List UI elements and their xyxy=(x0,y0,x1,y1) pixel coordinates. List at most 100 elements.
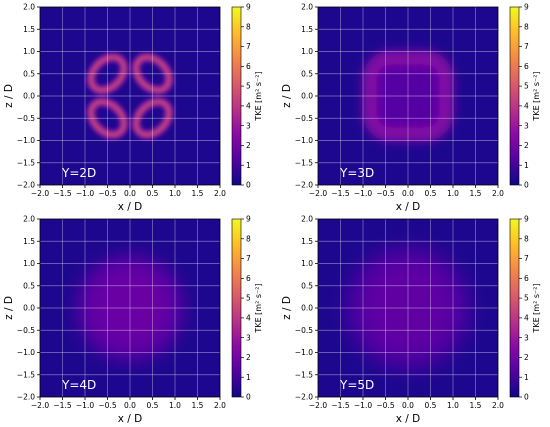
colorbar-tick-label: 6 xyxy=(524,62,529,71)
colorbar-tick-label: 0 xyxy=(524,181,529,190)
square-ring xyxy=(362,50,454,142)
colorbar-tick-label: 3 xyxy=(524,121,529,130)
y-tick-label: 1.5 xyxy=(23,237,35,246)
colorbar-tick-label: 6 xyxy=(246,62,251,71)
colorbar-tick-label: 9 xyxy=(246,3,251,12)
colorbar-tick-label: 8 xyxy=(524,22,529,31)
x-axis-label: x / D xyxy=(396,201,421,213)
x-tick-label: 1.5 xyxy=(192,189,204,198)
colorbar-gradient xyxy=(509,218,520,398)
y-tick-label: −1.5 xyxy=(295,158,313,167)
x-tick-label: 1.0 xyxy=(447,189,459,198)
station-annotation: Y=4D xyxy=(61,378,96,392)
colorbar-tick-label: 7 xyxy=(246,42,251,51)
colorbar-tick-label: 9 xyxy=(524,215,529,224)
colorbar-tick-label: 8 xyxy=(246,22,251,31)
colorbar-tick-label: 4 xyxy=(246,313,251,322)
x-tick-label: 2.0 xyxy=(492,401,504,410)
y-tick-label: 1.0 xyxy=(23,259,35,268)
x-tick-label: 1.0 xyxy=(169,401,181,410)
y-tick-label: −2.0 xyxy=(295,393,313,402)
x-tick-label: 2.0 xyxy=(214,401,226,410)
tke-field xyxy=(86,52,174,140)
plot-frame xyxy=(317,218,499,398)
colorbar-tick-label: 3 xyxy=(246,121,251,130)
x-axis-label: x / D xyxy=(396,413,421,425)
colorbar-tick-label: 2 xyxy=(524,141,529,150)
x-tick-label: 1.0 xyxy=(447,401,459,410)
panel-1: −2.0 −1.5 −1.0 −0.5 0.0 0.5 1.0 1.5 2.0−2.0−1.5−… xyxy=(3,3,263,213)
colorbar-tick-label: 0 xyxy=(246,181,251,190)
y-axis-label: z / D xyxy=(281,296,293,320)
colorbar: 0 1 2 3 4 5 6 7 8 9 TKE [m² s⁻²] xyxy=(509,3,541,190)
x-tick-label: −1.0 xyxy=(354,401,372,410)
x-tick-label: 1.0 xyxy=(169,189,181,198)
colorbar-label: TKE [m² s⁻²] xyxy=(254,283,263,333)
colorbar-tick-label: 4 xyxy=(246,101,251,110)
y-tick-label: −2.0 xyxy=(295,181,313,190)
colorbar-tick-label: 7 xyxy=(524,42,529,51)
colorbar-tick-label: 2 xyxy=(246,353,251,362)
colorbar-tick-label: 4 xyxy=(524,101,529,110)
colorbar-label: TKE [m² s⁻²] xyxy=(532,71,541,121)
y-tick-label: 1.5 xyxy=(301,25,313,34)
y-tick-label: 1.0 xyxy=(301,259,313,268)
x-tick-label: −2.0 xyxy=(309,189,327,198)
x-tick-label: 0.0 xyxy=(124,401,136,410)
x-tick-label: 0.0 xyxy=(124,189,136,198)
y-tick-label: −0.5 xyxy=(295,326,313,335)
diffuse-blob xyxy=(364,264,452,352)
colorbar-tick-label: 7 xyxy=(246,254,251,263)
colorbar-gradient xyxy=(231,6,242,186)
plot-frame xyxy=(39,6,221,186)
y-tick-label: 0.0 xyxy=(301,304,313,313)
x-tick-label: 2.0 xyxy=(492,189,504,198)
colorbar-tick-label: 9 xyxy=(246,215,251,224)
colorbar-tick-label: 8 xyxy=(246,234,251,243)
colorbar-tick-label: 3 xyxy=(524,333,529,342)
x-tick-label: −1.5 xyxy=(53,189,71,198)
x-tick-label: −0.5 xyxy=(98,401,116,410)
y-tick-label: 1.5 xyxy=(301,237,313,246)
colorbar: 0 1 2 3 4 5 6 7 8 9 TKE [m² s⁻²] xyxy=(231,215,263,402)
x-tick-label: −2.0 xyxy=(31,189,49,198)
y-tick-label: −1.0 xyxy=(17,348,35,357)
y-tick-label: 2.0 xyxy=(23,215,35,224)
heatmap-background xyxy=(40,7,220,185)
x-tick-label: 2.0 xyxy=(214,189,226,198)
y-tick-label: 0.5 xyxy=(301,69,313,78)
colorbar-label: TKE [m² s⁻²] xyxy=(532,283,541,333)
colorbar-tick-label: 5 xyxy=(246,82,251,91)
y-tick-label: 0.0 xyxy=(23,304,35,313)
x-tick-label: 0.0 xyxy=(402,189,414,198)
x-tick-label: 0.5 xyxy=(147,401,159,410)
y-tick-label: −1.5 xyxy=(17,158,35,167)
diffuse-blob xyxy=(92,270,168,346)
plot-frame xyxy=(39,218,221,398)
colorbar-tick-label: 0 xyxy=(246,393,251,402)
tke-field xyxy=(362,50,454,142)
lobe-ring-core xyxy=(89,99,126,137)
colorbar-tick-label: 6 xyxy=(524,274,529,283)
x-tick-label: −2.0 xyxy=(31,401,49,410)
station-annotation: Y=5D xyxy=(339,378,374,392)
colorbar-gradient xyxy=(509,6,520,186)
y-tick-label: 1.5 xyxy=(23,25,35,34)
colorbar-tick-label: 9 xyxy=(524,3,529,12)
x-tick-label: −2.0 xyxy=(309,401,327,410)
colorbar-tick-label: 2 xyxy=(524,353,529,362)
y-tick-label: −0.5 xyxy=(17,326,35,335)
x-tick-label: 0.0 xyxy=(402,401,414,410)
colorbar-tick-label: 1 xyxy=(246,161,251,170)
x-tick-label: −1.0 xyxy=(354,189,372,198)
y-tick-label: 0.0 xyxy=(23,92,35,101)
y-tick-label: 2.0 xyxy=(301,215,313,224)
diffuse-core xyxy=(369,57,447,135)
colorbar: 0 1 2 3 4 5 6 7 8 9 TKE [m² s⁻²] xyxy=(509,215,541,402)
lobe-ring-core xyxy=(89,55,126,93)
tke-field xyxy=(345,245,471,371)
y-tick-label: 1.0 xyxy=(23,47,35,56)
colorbar-tick-label: 5 xyxy=(524,82,529,91)
x-tick-label: −0.5 xyxy=(376,401,394,410)
